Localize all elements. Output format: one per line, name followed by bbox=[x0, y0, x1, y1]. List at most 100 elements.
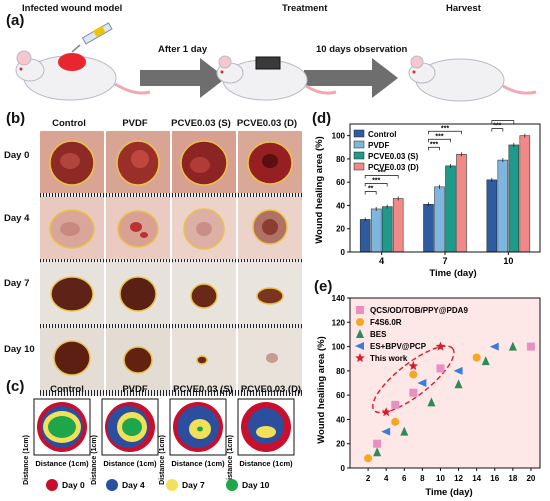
arrow-1 bbox=[140, 58, 226, 98]
mouse-treatment-icon bbox=[216, 55, 337, 101]
d-legend-label: Control bbox=[368, 130, 396, 139]
legend-day0-label: Day 0 bbox=[62, 480, 85, 490]
e-xtick-label: 16 bbox=[490, 474, 499, 483]
e-point bbox=[373, 447, 382, 457]
c-xlabel-3: Distance (1cm) bbox=[239, 459, 293, 468]
e-point bbox=[409, 388, 418, 397]
e-point bbox=[454, 379, 463, 389]
e-legend-marker bbox=[356, 306, 364, 314]
panel-c-label: (c) bbox=[6, 378, 25, 395]
e-xlabel: Time (day) bbox=[425, 487, 472, 498]
d-sig-label: *** bbox=[441, 125, 449, 132]
row-label-day-7: Day 7 bbox=[4, 278, 30, 289]
d-sig-bracket bbox=[364, 191, 377, 195]
panel-e-label: (e) bbox=[314, 278, 333, 295]
e-point bbox=[381, 427, 391, 436]
e-ytick-label: 80 bbox=[336, 367, 345, 376]
d-bar bbox=[359, 219, 371, 253]
d-sig-label: *** bbox=[430, 141, 438, 148]
panel-a-illustration bbox=[15, 22, 537, 102]
wound-photo-pcve-d-day0 bbox=[238, 131, 302, 199]
d-sig-label: *** bbox=[378, 169, 386, 176]
c-xlabel-1: Distance (1cm) bbox=[103, 459, 157, 468]
legend-day10-dot bbox=[226, 479, 238, 491]
e-ytick-label: 40 bbox=[336, 415, 345, 424]
d-legend-swatch bbox=[353, 151, 365, 160]
arrow-2 bbox=[304, 58, 398, 98]
bar-chart-wound-healing: ************************** 0204060801004… bbox=[314, 118, 541, 279]
e-xtick-label: 18 bbox=[508, 474, 517, 483]
legend-day10-label: Day 10 bbox=[242, 480, 270, 490]
e-point bbox=[391, 400, 400, 409]
d-xlabel: Time (day) bbox=[429, 268, 476, 279]
e-xtick-label: 10 bbox=[436, 474, 445, 483]
d-bar bbox=[392, 198, 404, 253]
c-column-label-control: Control bbox=[50, 384, 84, 395]
d-bar bbox=[445, 165, 456, 253]
d-sig-label: *** bbox=[435, 133, 443, 140]
d-bar bbox=[456, 154, 467, 253]
e-legend-label: This work bbox=[370, 354, 408, 363]
e-ylabel: Wound healing area (%) bbox=[316, 336, 327, 444]
e-ytick-label: 20 bbox=[336, 440, 345, 449]
mouse-harvest-icon bbox=[408, 55, 537, 102]
panel-c-contours: Distance (1cm) Distance (1cm) Distance (… bbox=[23, 398, 295, 491]
legend-day0-dot bbox=[46, 479, 58, 491]
e-point bbox=[373, 439, 382, 448]
e-point bbox=[453, 366, 463, 375]
row-label-day-0: Day 0 bbox=[4, 150, 30, 161]
e-point bbox=[481, 356, 490, 366]
c-column-label-pcve-s: PCVE0.03 (S) bbox=[173, 384, 233, 395]
wound-photo-pvdf-day0 bbox=[106, 131, 170, 199]
c-xlabel-2: Distance (1cm) bbox=[171, 459, 225, 468]
wound-photo-pvdf-day4 bbox=[106, 197, 170, 265]
wound-photo-pcve-s-day0 bbox=[172, 131, 236, 199]
d-sig-bracket bbox=[491, 120, 515, 124]
d-bar bbox=[508, 144, 520, 253]
wound-photo-pcve-d-day4 bbox=[238, 197, 302, 265]
e-plot-area bbox=[349, 297, 541, 469]
e-point bbox=[508, 341, 517, 351]
d-ytick-label: 100 bbox=[332, 132, 346, 141]
d-ytick-label: 20 bbox=[336, 225, 345, 234]
wound-photo-control-day10 bbox=[40, 328, 104, 396]
e-legend-marker bbox=[355, 353, 365, 362]
wound-photo-pcve-s-day7 bbox=[172, 262, 236, 330]
legend-day7-label: Day 7 bbox=[182, 480, 205, 490]
e-point bbox=[391, 417, 400, 426]
d-sig-label: ** bbox=[368, 185, 374, 192]
wound-photo-pvdf-day7 bbox=[106, 262, 170, 330]
d-sig-bracket bbox=[428, 138, 451, 143]
e-legend-marker bbox=[356, 329, 364, 338]
legend-day4-dot bbox=[106, 479, 118, 491]
d-xtick-label: 4 bbox=[379, 256, 384, 266]
e-legend-label: QCS/OD/TOB/PPY@PDA9 bbox=[370, 306, 468, 315]
e-xtick-label: 20 bbox=[526, 474, 535, 483]
e-ytick-label: 60 bbox=[336, 391, 345, 400]
mouse-infected-icon bbox=[15, 22, 151, 101]
caption-harvest: Harvest bbox=[446, 3, 481, 14]
c-ylabel-1: Distance (1cm) bbox=[91, 435, 98, 485]
e-point bbox=[364, 454, 373, 463]
e-ytick-label: 100 bbox=[332, 343, 346, 352]
panel-b-label: (b) bbox=[6, 110, 26, 127]
d-legend-label: PCVE0.03 (S) bbox=[368, 152, 419, 161]
d-bar bbox=[519, 135, 531, 253]
d-ytick-label: 40 bbox=[336, 201, 345, 210]
e-xtick-label: 2 bbox=[366, 474, 371, 483]
e-legend-label: BES bbox=[370, 330, 387, 339]
c-column-label-pvdf: PVDF bbox=[122, 384, 148, 395]
d-xtick-label: 10 bbox=[503, 256, 513, 266]
wound-photo-control-day0 bbox=[40, 131, 104, 199]
d-bar bbox=[423, 204, 434, 253]
e-legend-marker bbox=[355, 342, 364, 350]
scatter-chart-comparison: 0 20 40 60 80 100 120 140 2 4 6 8 10 12 14 16 18 20 QCS/OD… bbox=[316, 294, 541, 498]
d-ytick-label: 0 bbox=[341, 248, 346, 257]
e-xtick-label: 4 bbox=[384, 474, 389, 483]
c-column-label-pcve-d: PCVE0.03 (D) bbox=[240, 384, 302, 395]
panel-d-label: (d) bbox=[312, 110, 332, 127]
d-bar bbox=[486, 179, 498, 253]
c-ylabel-3: Distance (1cm) bbox=[227, 435, 234, 485]
caption-treatment: Treatment bbox=[282, 3, 328, 14]
d-bar bbox=[370, 208, 382, 253]
